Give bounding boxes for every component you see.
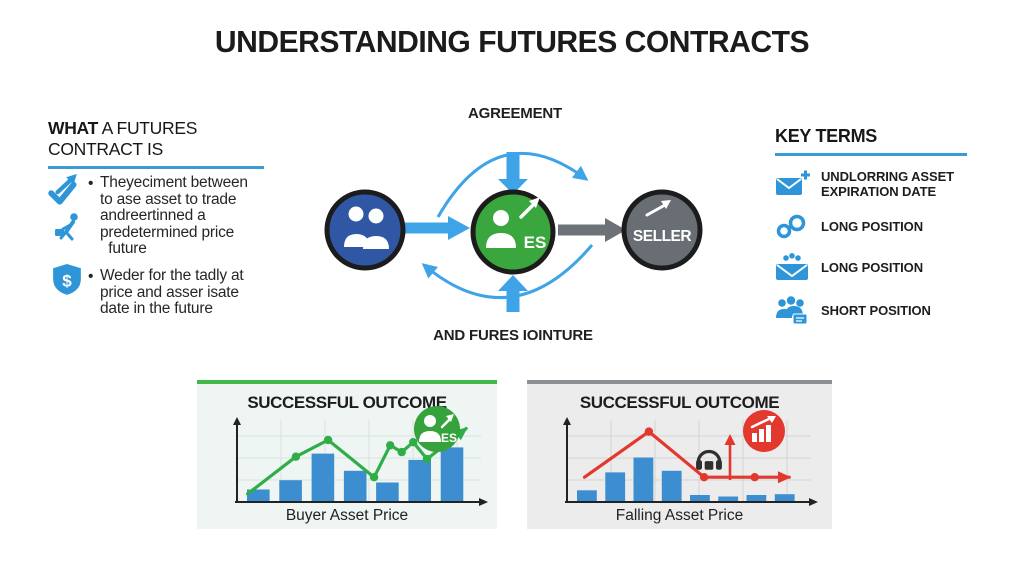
people-group-icon bbox=[776, 296, 808, 325]
shield-dollar-icon: $ bbox=[53, 264, 81, 295]
key-term-label: LONG POSITION bbox=[821, 218, 923, 234]
buyer-price-chart bbox=[233, 417, 488, 506]
links-icon bbox=[776, 214, 806, 239]
up-arrow-annotation bbox=[724, 434, 736, 480]
falling-price-chart bbox=[563, 417, 818, 506]
x-axis-label: Falling Asset Price bbox=[615, 507, 744, 524]
envelope-plus-icon bbox=[776, 170, 810, 195]
what-is-section: WHAT A FUTURES CONTRACT IS bbox=[48, 118, 278, 169]
check-trend-icon bbox=[48, 174, 77, 205]
seller-node bbox=[621, 189, 703, 271]
agreement-arc-arrow bbox=[436, 151, 589, 218]
up-block-arrow bbox=[498, 275, 528, 312]
bullet-text-2: Weder for the tadly at price and asser i… bbox=[100, 267, 244, 317]
page-title: UNDERSTANDING FUTURES CONTRACTS bbox=[214, 24, 810, 59]
key-term-row: SHORT POSITION bbox=[775, 295, 980, 325]
person-dart-icon bbox=[486, 197, 540, 248]
buyer-to-contract-arrow bbox=[405, 222, 448, 234]
people-icon bbox=[344, 206, 389, 249]
what-is-heading: WHAT A FUTURES CONTRACT IS bbox=[48, 118, 278, 160]
bullet-marker-1: • bbox=[88, 175, 94, 192]
panel-title: SUCCESSFUL OUTCOME bbox=[579, 393, 780, 412]
trend-arrow-icon bbox=[645, 200, 671, 217]
envelope-coins-icon bbox=[776, 253, 808, 280]
key-term-label: UNDLORRING ASSET EXPIRATION DATE bbox=[821, 169, 954, 199]
key-term-label: LONG POSITION bbox=[821, 260, 923, 275]
key-terms-underline bbox=[775, 153, 967, 156]
agreement-label: AGREEMENT bbox=[467, 105, 563, 122]
heading-underline bbox=[48, 166, 264, 169]
contract-to-seller-arrowhead bbox=[605, 218, 626, 242]
key-term-label: SHORT POSITION bbox=[821, 302, 931, 318]
growth-chart-badge-icon bbox=[743, 410, 785, 452]
key-terms-section: KEY TERMS UNDLORRING ASSET EXPIRATION DA… bbox=[775, 126, 980, 325]
x-axis-label: Buyer Asset Price bbox=[285, 507, 409, 524]
key-term-row: UNDLORRING ASSET EXPIRATION DATE bbox=[775, 169, 980, 199]
panel-title: SUCCESSFUL OUTCOME bbox=[247, 393, 447, 412]
person-dart-badge-icon: ES bbox=[414, 406, 460, 452]
key-term-row: LONG POSITION bbox=[775, 212, 980, 240]
flow-diagram: ES SELLER bbox=[324, 151, 703, 312]
down-block-arrow bbox=[498, 152, 528, 194]
contract-node bbox=[470, 189, 556, 275]
contract-to-seller-arrow bbox=[558, 224, 605, 236]
what-is-heading-bold: WHAT bbox=[48, 118, 98, 138]
seller-node-label: SELLER bbox=[633, 228, 691, 245]
key-term-row: LONG POSITION bbox=[775, 253, 980, 282]
bullet-marker-2: • bbox=[88, 268, 94, 285]
buyer-to-contract-arrowhead bbox=[448, 216, 470, 240]
falling-outcome-panel: SUCCESSFUL OUTCOME Falling Asset Price bbox=[527, 380, 832, 529]
runner-icon bbox=[55, 213, 78, 241]
what-is-heading-rest: A FUTURES CONTRACT IS bbox=[48, 118, 198, 159]
svg-text:$: $ bbox=[62, 271, 72, 290]
contract-node-label: ES bbox=[524, 233, 547, 252]
buyer-outcome-panel: SUCCESSFUL OUTCOME ES Buyer Asset Price bbox=[197, 380, 497, 529]
buyer-node bbox=[324, 189, 406, 271]
key-terms-heading: KEY TERMS bbox=[775, 126, 877, 146]
futures-label: AND FURES IOINTURE bbox=[433, 327, 593, 344]
headset-icon bbox=[696, 449, 722, 470]
badge-label: ES bbox=[441, 431, 457, 445]
bullet-text-1: Theyeciment between to ase asset to trad… bbox=[100, 174, 248, 257]
